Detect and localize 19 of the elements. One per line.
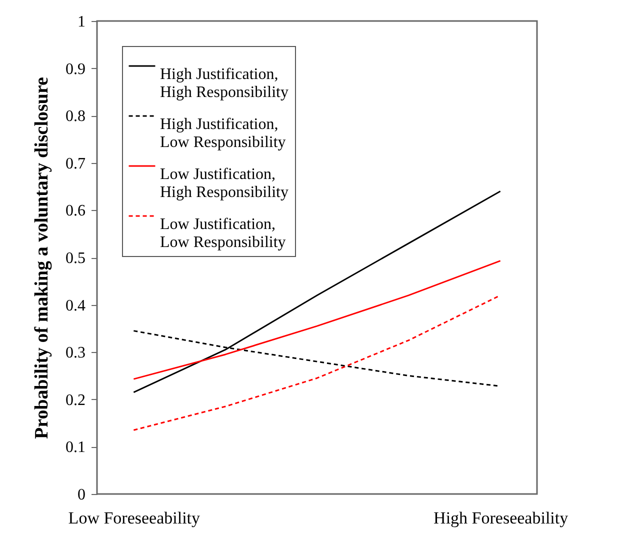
legend-label: High Justification, High Responsibility [160,66,288,101]
y-tick-label: 1 [78,14,86,30]
legend-label: Low Justification, High Responsibility [160,166,288,201]
y-tick-label: 0.8 [66,108,86,126]
y-tick-label: 0.2 [66,392,86,409]
legend-label: Low Justification, Low Responsibility [160,216,286,251]
y-tick-label: 0.6 [66,202,86,220]
y-tick-label: 0.4 [66,297,86,314]
y-tick-label: 0.1 [66,439,86,456]
y-tick-label: 0.3 [66,344,86,362]
line-series [132,260,502,380]
y-tick-label: 0.7 [66,155,86,172]
y-tick-label: 0.5 [66,250,86,267]
y-tick-label: 0 [78,486,86,504]
legend-label: High Justification, Low Responsibility [160,116,286,151]
y-tick-label: 0.9 [66,60,86,78]
x-tick-label: Low Foreseeability [68,508,201,528]
y-axis-title: Probability of making a voluntary disclosure [32,77,52,439]
x-tick-label: High Foreseeability [434,508,569,528]
